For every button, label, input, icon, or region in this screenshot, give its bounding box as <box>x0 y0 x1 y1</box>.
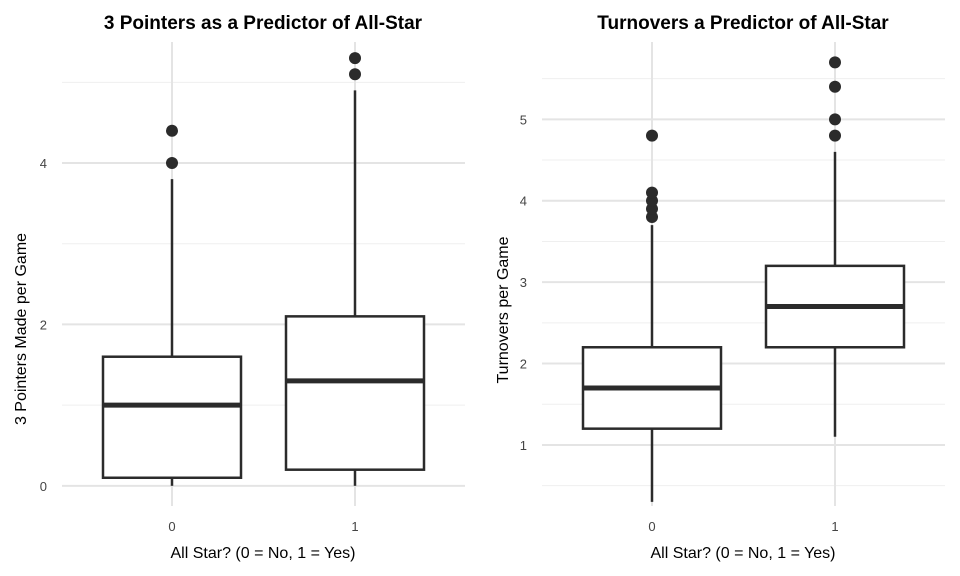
y-tick-label: 3 <box>520 275 527 290</box>
y-tick-label: 4 <box>40 156 47 171</box>
outlier-point <box>646 129 658 142</box>
outlier-point <box>166 124 178 137</box>
chart-title: 3 Pointers as a Predictor of All-Star <box>104 13 423 34</box>
panel-3-pointers: 3 Pointers as a Predictor of All-Star 0 2… <box>13 13 465 562</box>
y-tick-labels: 1 2 3 4 5 <box>520 112 527 453</box>
box-iqr <box>101 355 243 480</box>
outlier-point <box>829 56 841 69</box>
outlier-point <box>829 113 841 126</box>
y-tick-labels: 0 2 4 <box>40 156 47 494</box>
outlier-point <box>829 80 841 93</box>
box-0 <box>101 124 243 486</box>
y-tick-label: 2 <box>520 357 527 372</box>
panel-turnovers: Turnovers a Predictor of All-Star 12345 … <box>495 13 945 562</box>
outlier-point <box>829 129 841 142</box>
box-iqr <box>284 315 426 471</box>
y-tick-label: 1 <box>520 438 527 453</box>
x-tick-label: 0 <box>168 519 175 534</box>
box-1 <box>764 56 906 437</box>
box-1 <box>284 52 426 486</box>
box-0 <box>581 129 723 502</box>
x-tick-label: 0 <box>648 519 655 534</box>
outlier-point <box>349 68 361 81</box>
x-tick-label: 1 <box>351 519 358 534</box>
x-axis-title: All Star? (0 = No, 1 = Yes) <box>171 545 356 562</box>
outlier-point <box>646 186 658 199</box>
y-axis-title: 3 Pointers Made per Game <box>13 233 30 425</box>
x-tick-label: 1 <box>831 519 838 534</box>
y-axis-title: Turnovers per Game <box>495 236 512 383</box>
y-tick-label: 5 <box>520 112 527 127</box>
outlier-point <box>166 157 178 170</box>
marks <box>581 56 906 502</box>
outlier-point <box>349 52 361 65</box>
y-tick-label: 0 <box>40 479 47 494</box>
x-axis-title: All Star? (0 = No, 1 = Yes) <box>651 545 836 562</box>
y-tick-label: 4 <box>520 194 527 209</box>
chart-title: Turnovers a Predictor of All-Star <box>597 13 889 34</box>
marks <box>101 52 426 486</box>
y-tick-label: 2 <box>40 317 47 332</box>
